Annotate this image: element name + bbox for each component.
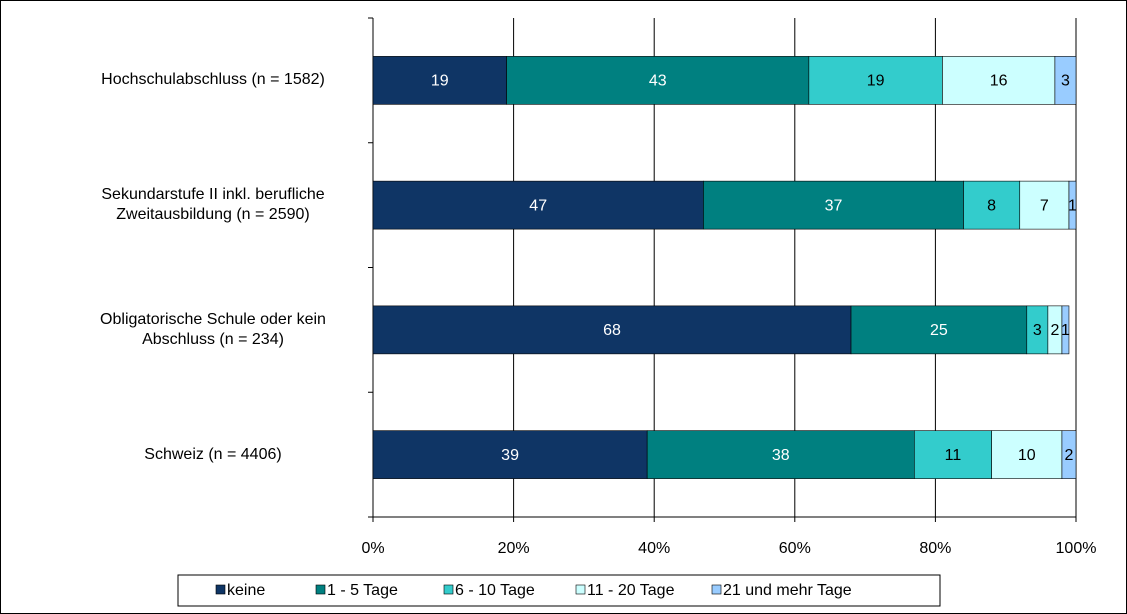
x-tick-label: 0% [361, 540, 384, 557]
legend-label: keine [227, 582, 265, 599]
legend-swatch [575, 584, 586, 595]
legend-label: 6 - 10 Tage [455, 582, 535, 599]
bar-segment [703, 180, 964, 230]
bar-segment [506, 56, 810, 105]
data-label: 68 [603, 322, 621, 339]
y-tick-label: Hochschulabschluss (n = 1582) [101, 71, 325, 89]
data-label: 3 [1061, 73, 1070, 90]
y-tick-label: Obligatorische Schule oder kein Abschlus… [100, 310, 326, 348]
bar-segment [991, 430, 1063, 479]
data-label: 1 [1068, 197, 1077, 214]
legend-label: 21 und mehr Tage [723, 582, 852, 599]
data-label: 16 [990, 73, 1008, 90]
data-label: 39 [501, 447, 519, 464]
legend-swatch [711, 584, 722, 595]
data-label: 10 [1018, 447, 1036, 464]
data-label: 3 [1033, 322, 1042, 339]
x-tick-label: 60% [779, 540, 811, 557]
data-label: 19 [867, 73, 885, 90]
data-label: 1 [1061, 322, 1070, 339]
bar-segment [808, 56, 943, 105]
bar-segment [1061, 305, 1070, 355]
bar-segment [942, 56, 1056, 105]
bar-segment [372, 430, 648, 479]
bar-segment [646, 430, 915, 479]
x-tick-label: 100% [1056, 540, 1097, 557]
legend-box [177, 574, 941, 607]
data-label: 47 [529, 197, 547, 214]
data-label: 38 [772, 447, 790, 464]
bar-segment [372, 56, 507, 105]
bar-segment [963, 180, 1021, 230]
legend-swatch [315, 584, 326, 595]
data-label: 2 [1050, 322, 1059, 339]
legend-label: 11 - 20 Tage [587, 582, 675, 599]
data-label: 19 [431, 73, 449, 90]
legend-swatch [443, 584, 454, 595]
bar-segment [1068, 180, 1077, 230]
bar-segment [1061, 430, 1077, 479]
bar-segment [850, 305, 1028, 355]
data-label: 2 [1065, 447, 1074, 464]
data-label: 25 [930, 322, 948, 339]
data-label: 8 [987, 197, 996, 214]
bar-segment [1054, 56, 1077, 105]
x-tick-label: 80% [919, 540, 951, 557]
bar-segment [372, 305, 852, 355]
y-tick-label: Schweiz (n = 4406) [144, 445, 282, 463]
data-label: 11 [945, 447, 962, 464]
x-tick-label: 40% [638, 540, 670, 557]
y-tick-label: Sekundarstufe II inkl. berufliche Zweita… [101, 186, 325, 224]
data-label: 43 [649, 73, 667, 90]
legend-label: 1 - 5 Tage [327, 582, 398, 599]
x-tick-label: 20% [498, 540, 530, 557]
data-label: 7 [1040, 197, 1049, 214]
bar-segment [372, 180, 704, 230]
data-label: 37 [825, 197, 843, 214]
legend-swatch [215, 584, 226, 595]
bar-segment [914, 430, 992, 479]
